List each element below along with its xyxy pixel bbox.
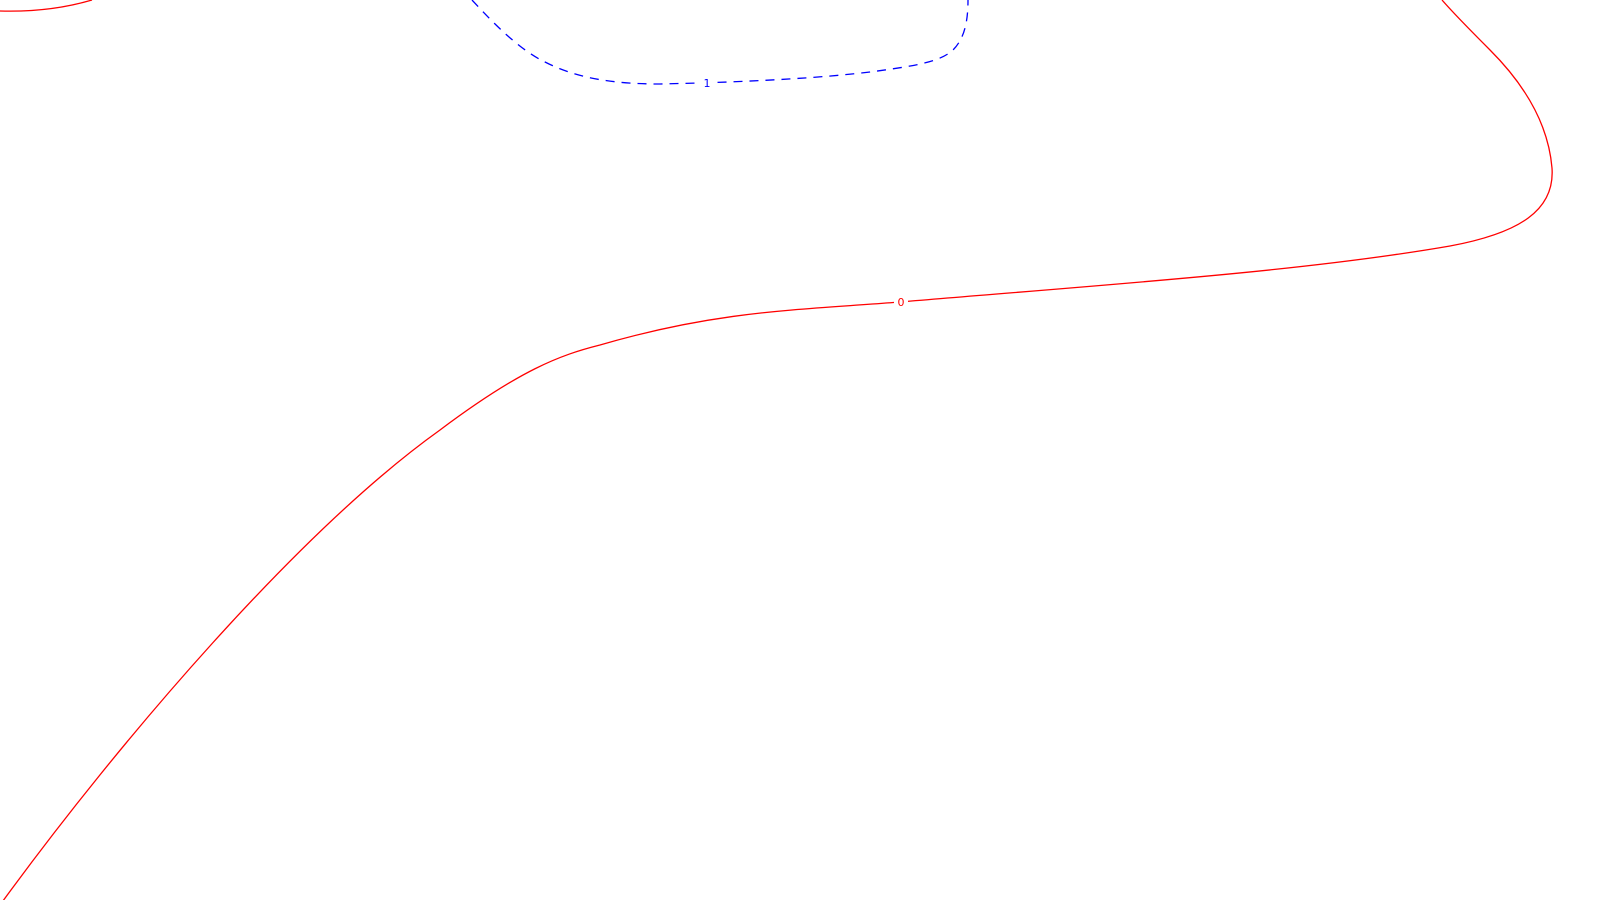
contour-label-level-0: 0 [898, 296, 905, 309]
contour-label-bg-1 [700, 76, 714, 90]
contour-line-level-0-main [2, 0, 1553, 900]
contour-line-level-0-top-left [0, 0, 93, 12]
contour-label-level-1: 1 [704, 77, 711, 90]
contour-line-level-1 [471, 0, 969, 85]
contour-label-bg-0 [894, 295, 908, 309]
